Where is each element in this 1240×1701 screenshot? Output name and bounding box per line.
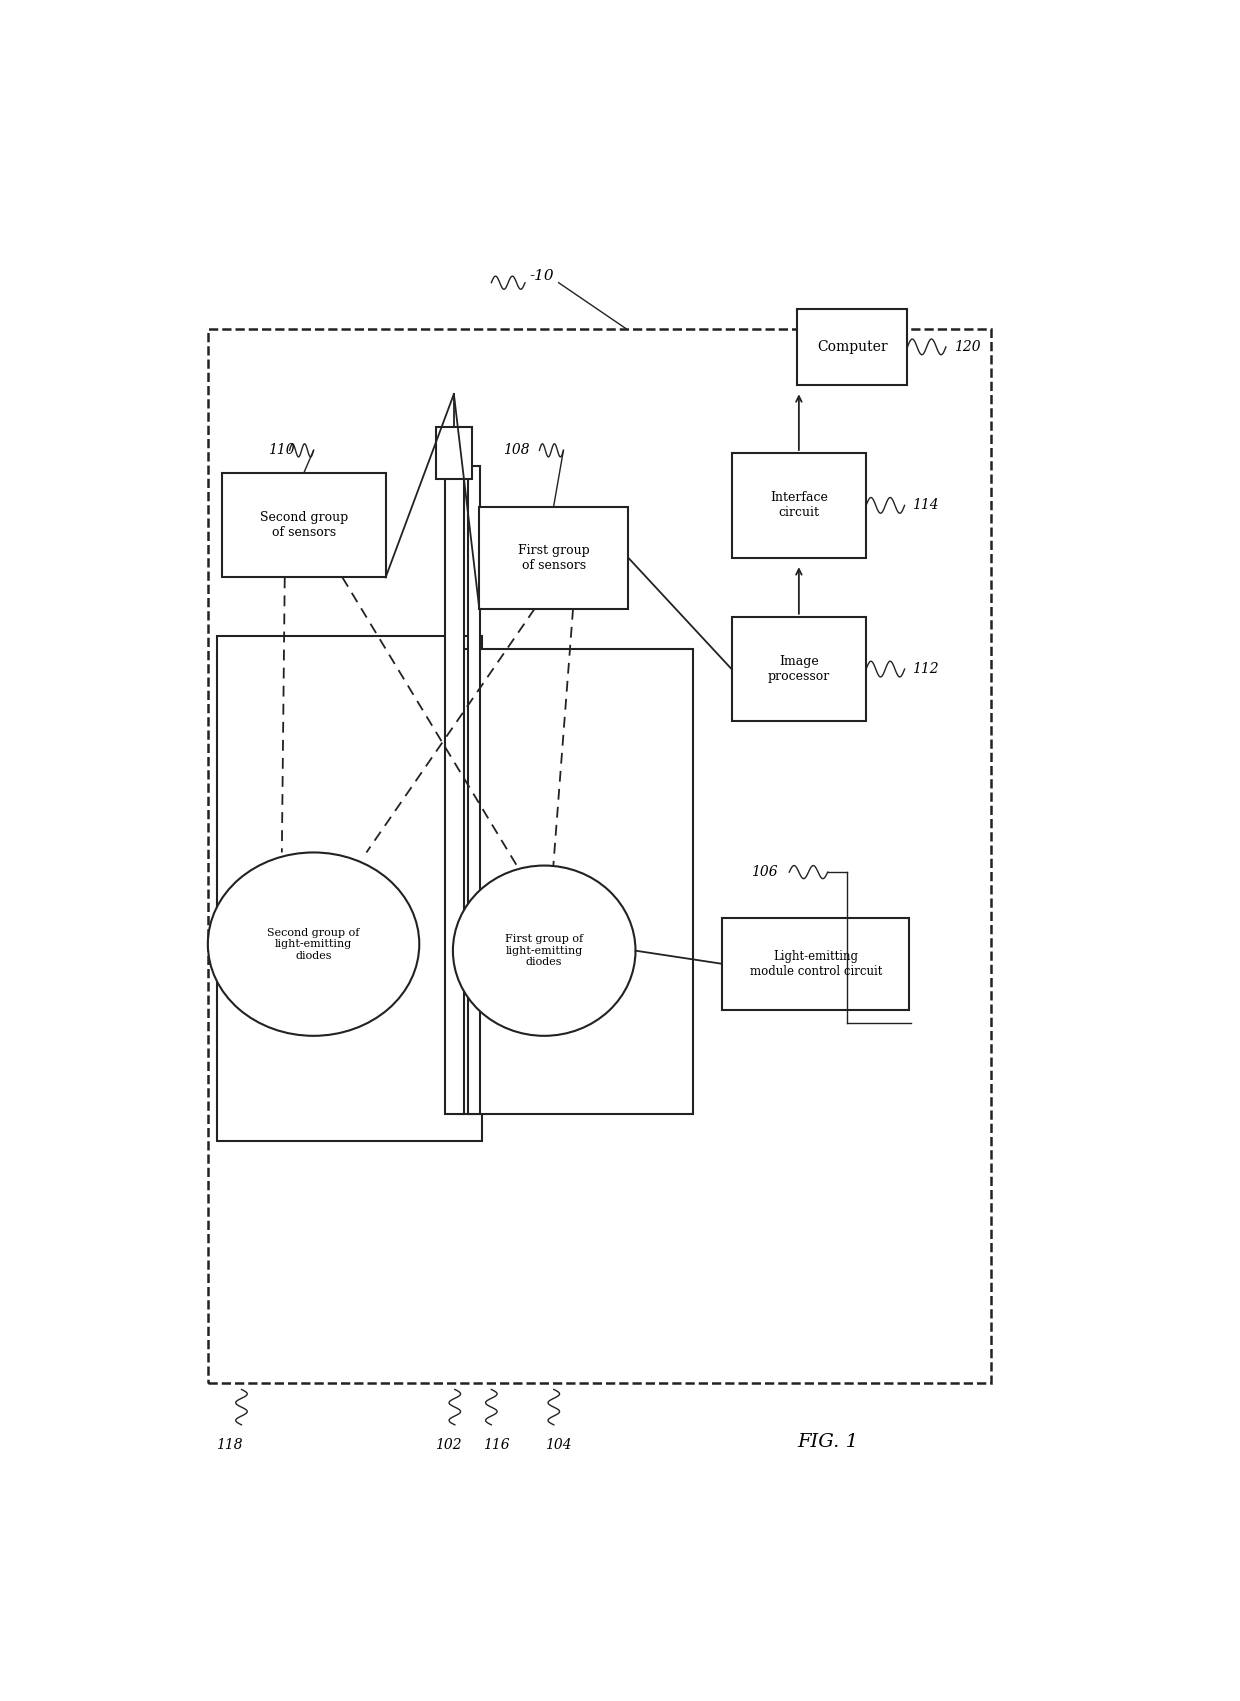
- FancyBboxPatch shape: [435, 427, 472, 480]
- Text: Second group of
light-emitting
diodes: Second group of light-emitting diodes: [268, 927, 360, 961]
- FancyBboxPatch shape: [469, 466, 480, 1114]
- FancyBboxPatch shape: [732, 617, 866, 721]
- FancyBboxPatch shape: [797, 310, 908, 384]
- FancyBboxPatch shape: [222, 473, 386, 577]
- Text: 120: 120: [954, 340, 980, 354]
- Text: First group of
light-emitting
diodes: First group of light-emitting diodes: [505, 934, 583, 968]
- FancyBboxPatch shape: [732, 452, 866, 558]
- Text: -10: -10: [529, 269, 554, 282]
- Text: 118: 118: [216, 1437, 242, 1453]
- Text: Interface
circuit: Interface circuit: [770, 492, 828, 519]
- Text: Computer: Computer: [817, 340, 888, 354]
- FancyBboxPatch shape: [217, 636, 481, 1141]
- Ellipse shape: [208, 852, 419, 1036]
- Text: 110: 110: [268, 444, 295, 458]
- FancyBboxPatch shape: [458, 650, 693, 1114]
- Text: 102: 102: [435, 1437, 461, 1453]
- Ellipse shape: [453, 866, 635, 1036]
- FancyBboxPatch shape: [208, 328, 991, 1383]
- Text: First group
of sensors: First group of sensors: [518, 544, 590, 572]
- Text: Image
processor: Image processor: [768, 655, 830, 684]
- Text: Light-emitting
module control circuit: Light-emitting module control circuit: [749, 949, 882, 978]
- Text: 116: 116: [482, 1437, 510, 1453]
- Text: 106: 106: [751, 866, 777, 879]
- FancyBboxPatch shape: [722, 919, 909, 1010]
- Text: FIG. 1: FIG. 1: [797, 1432, 858, 1451]
- Text: 114: 114: [913, 498, 939, 512]
- Text: Second group
of sensors: Second group of sensors: [260, 510, 348, 539]
- Text: 104: 104: [546, 1437, 572, 1453]
- Text: 112: 112: [913, 662, 939, 675]
- FancyBboxPatch shape: [480, 507, 629, 609]
- Text: 108: 108: [503, 444, 529, 458]
- FancyBboxPatch shape: [445, 466, 465, 1114]
